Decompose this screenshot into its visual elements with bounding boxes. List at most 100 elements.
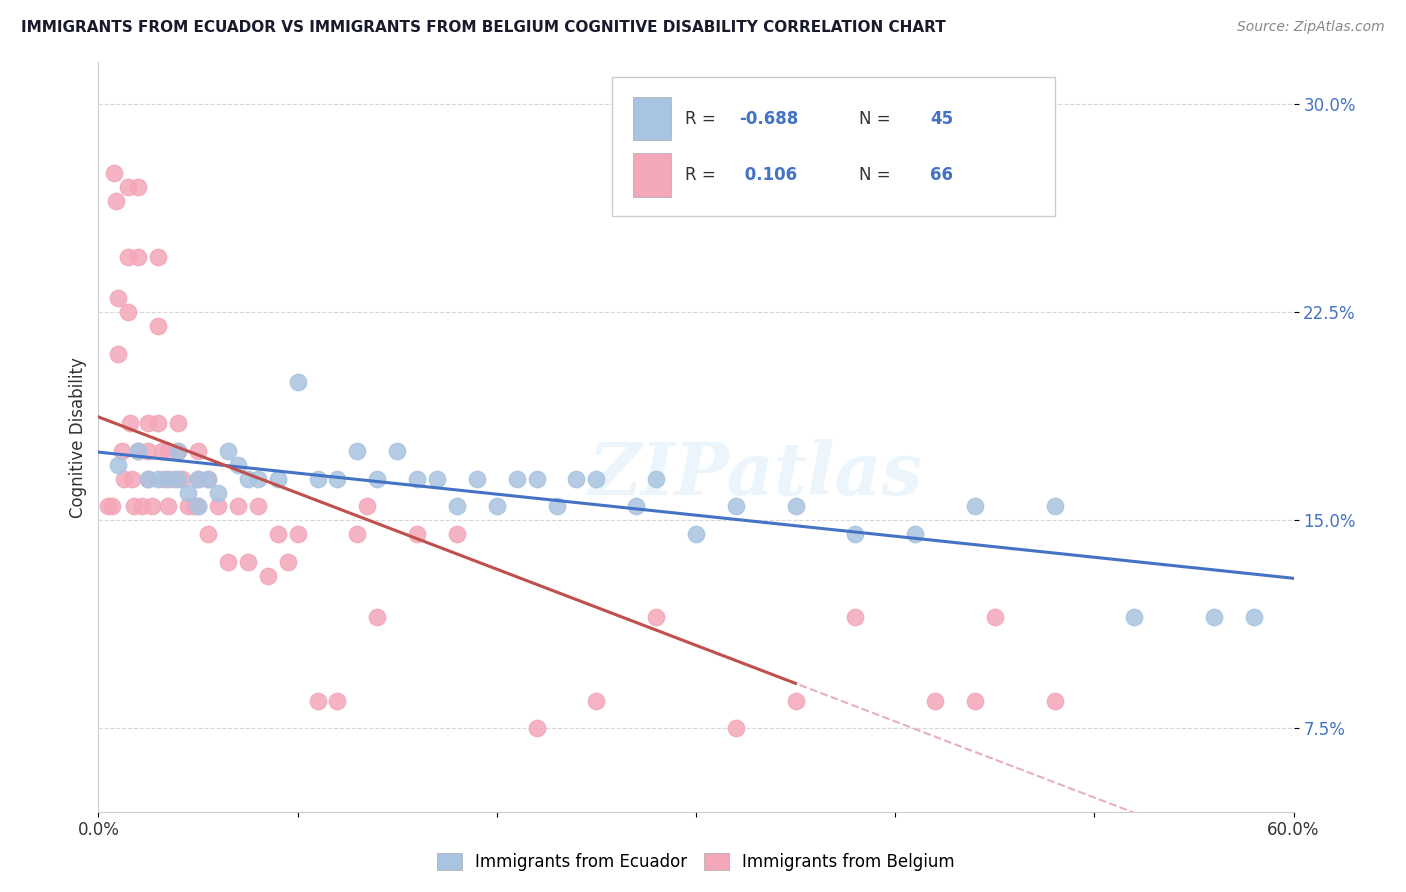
Point	[326, 694, 349, 708]
Point	[127, 180, 149, 194]
Point	[326, 472, 349, 486]
Point	[183, 500, 205, 514]
Point	[246, 472, 269, 486]
Point	[197, 527, 219, 541]
Text: 66: 66	[931, 166, 953, 184]
Point	[346, 444, 368, 458]
Point	[1043, 500, 1066, 514]
Point	[485, 500, 508, 514]
Point	[1123, 610, 1146, 624]
Point	[148, 472, 170, 486]
Point	[177, 500, 200, 514]
FancyBboxPatch shape	[613, 78, 1054, 216]
Point	[136, 472, 159, 486]
Point	[366, 610, 388, 624]
Point	[406, 527, 429, 541]
Point	[107, 458, 129, 472]
Point	[163, 472, 186, 486]
Point	[105, 194, 128, 209]
Point	[366, 472, 388, 486]
Point	[127, 444, 149, 458]
Text: R =: R =	[685, 110, 721, 128]
Point	[121, 472, 143, 486]
Point	[153, 472, 176, 486]
Point	[187, 444, 209, 458]
Point	[226, 500, 249, 514]
Point	[844, 527, 866, 541]
Point	[526, 722, 548, 736]
Point	[127, 444, 149, 458]
Point	[111, 444, 134, 458]
Point	[406, 472, 429, 486]
Point	[172, 472, 194, 486]
Point	[136, 472, 159, 486]
Point	[585, 694, 607, 708]
Point	[103, 166, 125, 180]
Point	[307, 694, 329, 708]
Point	[645, 610, 668, 624]
Point	[141, 500, 163, 514]
Point	[924, 694, 946, 708]
Point	[124, 500, 146, 514]
Point	[356, 500, 378, 514]
Point	[287, 375, 309, 389]
Legend: Immigrants from Ecuador, Immigrants from Belgium: Immigrants from Ecuador, Immigrants from…	[437, 853, 955, 871]
Point	[107, 347, 129, 361]
Text: IMMIGRANTS FROM ECUADOR VS IMMIGRANTS FROM BELGIUM COGNITIVE DISABILITY CORRELAT: IMMIGRANTS FROM ECUADOR VS IMMIGRANTS FR…	[21, 20, 946, 35]
Point	[724, 722, 747, 736]
Point	[157, 500, 180, 514]
Point	[117, 250, 139, 264]
Point	[157, 444, 180, 458]
Text: N =: N =	[859, 110, 896, 128]
Point	[187, 472, 209, 486]
Text: N =: N =	[859, 166, 896, 184]
Point	[157, 472, 180, 486]
Point	[385, 444, 409, 458]
Point	[267, 472, 290, 486]
Point	[1043, 694, 1066, 708]
Point	[585, 472, 607, 486]
Point	[546, 500, 568, 514]
Point	[963, 500, 986, 514]
FancyBboxPatch shape	[633, 153, 671, 196]
Point	[117, 180, 139, 194]
Point	[236, 472, 259, 486]
Point	[167, 416, 190, 430]
Point	[187, 500, 209, 514]
Point	[984, 610, 1007, 624]
Point	[256, 569, 278, 583]
Point	[565, 472, 588, 486]
Point	[107, 291, 129, 305]
FancyBboxPatch shape	[633, 97, 671, 140]
Point	[904, 527, 927, 541]
Point	[148, 250, 170, 264]
Point	[626, 500, 648, 514]
Text: 0.106: 0.106	[740, 166, 797, 184]
Point	[131, 500, 153, 514]
Point	[287, 527, 309, 541]
Point	[267, 527, 290, 541]
Point	[963, 694, 986, 708]
Point	[197, 472, 219, 486]
Point	[197, 472, 219, 486]
Point	[101, 500, 124, 514]
Point	[207, 485, 229, 500]
Point	[446, 527, 468, 541]
Point	[506, 472, 529, 486]
Point	[446, 500, 468, 514]
Point	[217, 444, 239, 458]
Point	[685, 527, 707, 541]
Point	[426, 472, 449, 486]
Point	[117, 305, 139, 319]
Text: -0.688: -0.688	[740, 110, 799, 128]
Point	[207, 500, 229, 514]
Point	[177, 485, 200, 500]
Point	[526, 472, 548, 486]
Point	[97, 500, 120, 514]
Point	[148, 416, 170, 430]
Point	[150, 444, 173, 458]
Point	[167, 444, 190, 458]
Text: R =: R =	[685, 166, 721, 184]
Point	[120, 416, 142, 430]
Point	[136, 416, 159, 430]
